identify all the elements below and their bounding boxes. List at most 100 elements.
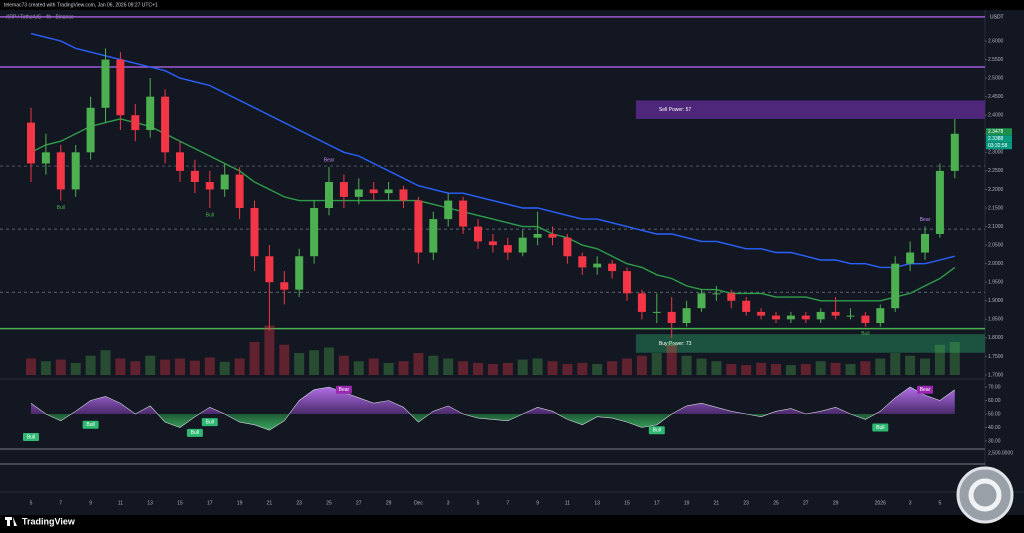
candle-body	[295, 256, 304, 290]
watermark-mark	[968, 478, 1002, 512]
candle-body	[906, 252, 915, 264]
osc-tick-label: 40.00	[988, 425, 1001, 431]
volume-bar	[219, 361, 230, 375]
candle-body	[801, 315, 810, 320]
candle-body	[772, 315, 780, 320]
volume-bar	[830, 362, 841, 375]
y-tick-label: 2.0500	[988, 242, 1004, 248]
candle-body	[205, 182, 214, 190]
volume-bar	[517, 359, 528, 375]
osc-signal-label: Bull	[191, 430, 199, 436]
y-tick-label: 2.3000	[988, 150, 1004, 156]
x-tick-label: 15	[624, 500, 630, 506]
candle-body	[27, 122, 35, 164]
y-tick-label: 2.4000	[988, 113, 1004, 119]
y-tick-label: 1.7000	[988, 372, 1004, 378]
x-tick-label: 23	[743, 500, 749, 506]
volume-bar	[666, 344, 677, 375]
volume-bar	[204, 357, 215, 375]
price-label: 03:32:58	[988, 143, 1008, 149]
x-tick-label: 27	[803, 500, 809, 506]
osc-signal-box	[335, 385, 352, 394]
x-tick-label: 17	[207, 500, 213, 506]
volume-bar	[353, 361, 364, 375]
price-label: 2.3388	[988, 136, 1004, 142]
y-tick-label: 2.4500	[988, 94, 1004, 100]
candle-body	[667, 311, 676, 324]
candle-body	[533, 233, 542, 238]
y-tick-label: 2.6000	[988, 38, 1004, 44]
candle-body	[146, 96, 155, 131]
volume-bar	[458, 361, 469, 375]
volume-bar	[860, 361, 871, 375]
y-tick-label: 2.2000	[988, 187, 1004, 193]
volume-bar	[949, 342, 960, 375]
power-zone-label: Buy Power: 73	[659, 341, 692, 347]
candle-body	[176, 152, 184, 171]
osc-signal-label: Bull	[653, 428, 661, 434]
x-tick-label: 27	[356, 500, 362, 506]
osc-signal-label: Bear	[339, 387, 350, 393]
candle-body	[682, 308, 691, 324]
signal-label: Bear	[920, 217, 931, 223]
volume-bar	[294, 353, 305, 375]
volume-bar	[40, 361, 51, 375]
x-tick-label: 29	[833, 500, 839, 506]
candle-body	[220, 174, 229, 190]
candle-body	[325, 182, 333, 208]
oscillator-line	[30, 386, 955, 431]
candle-body	[310, 208, 319, 257]
x-tick-label: 25	[773, 500, 779, 506]
volume-bar	[756, 362, 767, 375]
candle-body	[101, 59, 110, 108]
y-tick-label: 2.1000	[988, 224, 1004, 230]
candle-body	[488, 241, 497, 246]
volume-bar	[398, 361, 409, 375]
chart-area	[0, 10, 1024, 515]
osc-signal-label: Bull	[876, 425, 884, 431]
volume-bar	[70, 362, 81, 375]
candle-body	[831, 311, 840, 316]
volume-bar	[428, 355, 439, 375]
volume-bar	[338, 355, 349, 375]
volume-bar	[234, 358, 245, 375]
candle-body	[727, 293, 736, 301]
x-tick-label: 3	[447, 500, 450, 506]
candle-body	[399, 189, 408, 201]
watermark-coin	[956, 466, 1014, 524]
osc-signal-box	[201, 418, 218, 427]
volume-bar	[175, 358, 185, 375]
moving-average	[30, 118, 956, 302]
volume-bar	[711, 361, 722, 375]
volume-bar	[160, 359, 171, 375]
candle-body	[786, 315, 795, 320]
candle-body	[637, 293, 646, 312]
volume-bar	[890, 353, 901, 375]
candle-body	[548, 233, 557, 238]
candle-body	[712, 293, 721, 295]
x-tick-label: 7	[59, 500, 62, 506]
volume-bar	[681, 355, 692, 375]
x-tick-label: 23	[296, 500, 302, 506]
y-tick-label: 2.0000	[988, 261, 1004, 267]
x-tick-label: 29	[386, 500, 392, 506]
volume-bar	[309, 350, 320, 375]
candle-body	[86, 107, 95, 153]
watermark	[956, 466, 1014, 524]
y-tick-label: 1.9000	[988, 298, 1004, 304]
candle-body	[235, 174, 244, 208]
volume-bar	[547, 361, 558, 375]
x-tick-label: 9	[536, 500, 539, 506]
x-tick-label: 17	[654, 500, 660, 506]
price-label-box	[986, 135, 1012, 143]
volume-bar	[875, 358, 886, 375]
power-zone	[635, 100, 985, 119]
candle-body	[190, 170, 199, 183]
candle-body	[161, 96, 170, 153]
candle-body	[950, 133, 959, 171]
volume-bar	[502, 362, 513, 375]
x-tick-label: 9	[89, 500, 92, 506]
x-tick-label: 5	[939, 500, 942, 506]
volume-bar	[130, 361, 141, 375]
